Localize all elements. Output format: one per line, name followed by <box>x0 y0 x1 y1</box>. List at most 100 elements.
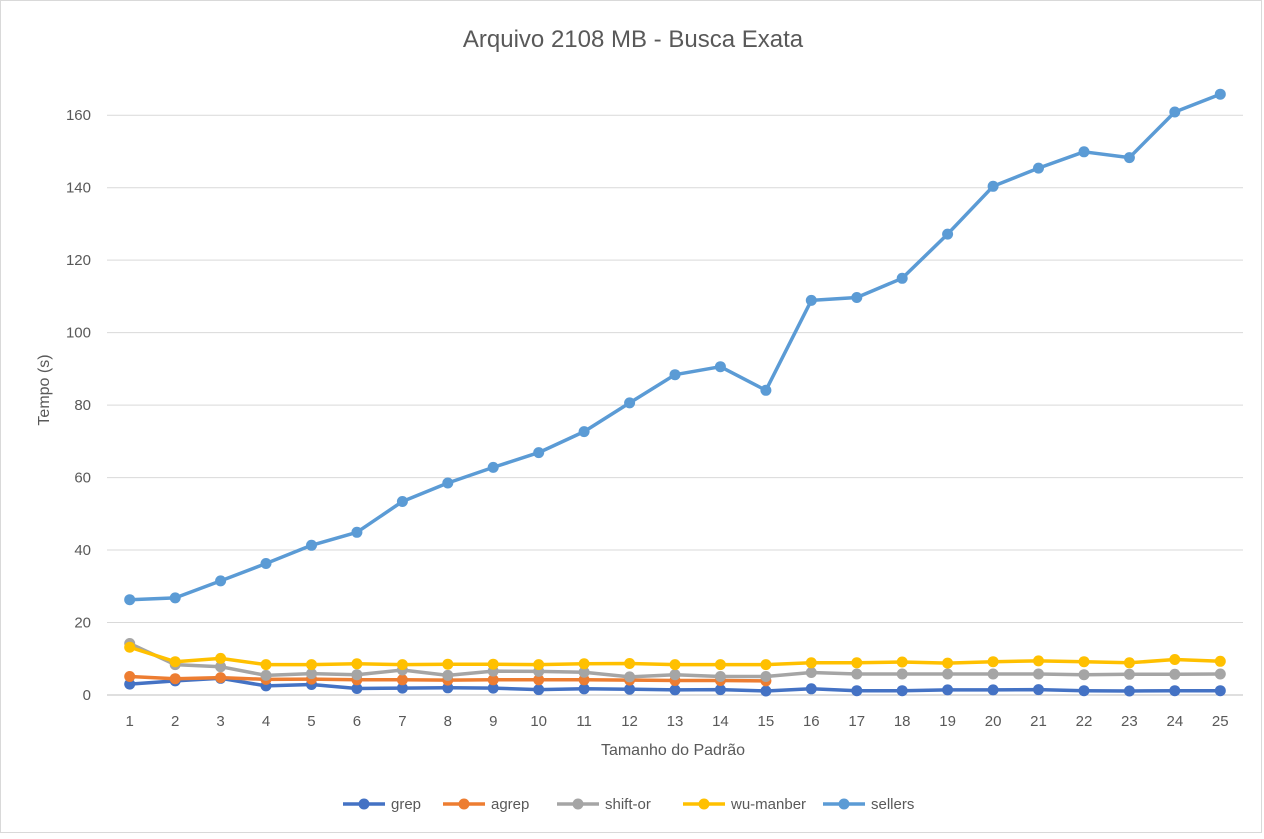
data-point-wu-manber <box>396 659 408 671</box>
data-point-wu-manber <box>624 658 636 669</box>
data-point-agrep <box>169 673 181 685</box>
series-line-sellers <box>127 92 1223 602</box>
legend-label: agrep <box>491 796 529 813</box>
x-tick-label: 20 <box>985 713 1002 730</box>
data-point-wu-manber <box>260 659 272 671</box>
data-point-grep <box>896 685 908 697</box>
data-point-wu-manber <box>987 656 999 668</box>
gridlines <box>107 114 1243 624</box>
data-point-wu-manber <box>1033 655 1044 667</box>
data-point-agrep <box>487 674 499 686</box>
x-tick-label: 1 <box>126 713 134 730</box>
data-point-wu-manber <box>669 659 681 671</box>
data-point-sellers <box>942 228 954 240</box>
data-point-agrep <box>215 672 227 684</box>
series-layer <box>124 88 1226 697</box>
data-point-agrep <box>396 674 408 686</box>
data-point-shift-or <box>351 669 363 681</box>
data-point-grep <box>942 684 954 696</box>
y-axis-ticks: 0 20 40 60 80 100 120 140 160 <box>66 107 91 704</box>
x-tick-label: 16 <box>803 713 820 730</box>
legend-label: grep <box>391 796 421 813</box>
data-point-sellers <box>1214 88 1226 100</box>
x-tick-label: 22 <box>1076 713 1093 730</box>
data-point-grep <box>396 682 408 694</box>
data-point-wu-manber <box>1169 654 1181 665</box>
x-tick-label: 18 <box>894 713 911 730</box>
data-point-shift-or <box>1033 668 1044 680</box>
data-point-shift-or <box>1169 668 1181 680</box>
data-point-shift-or <box>942 668 954 680</box>
y-tick-label: 80 <box>74 397 91 414</box>
data-point-grep <box>1033 684 1044 696</box>
legend-swatch-marker <box>358 798 370 810</box>
data-point-shift-or <box>714 671 726 682</box>
data-point-agrep <box>124 671 136 682</box>
data-point-grep <box>487 682 499 694</box>
y-tick-label: 0 <box>83 687 91 704</box>
series-sellers <box>124 88 1226 606</box>
series-shift-or <box>124 638 1226 683</box>
y-tick-label: 60 <box>74 470 91 487</box>
data-point-sellers <box>215 575 227 587</box>
data-point-wu-manber <box>1214 655 1226 667</box>
x-tick-label: 3 <box>216 713 224 730</box>
x-axis-ticks: 1 2 3 4 5 6 7 8 9 10 11 12 13 14 15 16 17 18 19 20 21 22 23 24 2… <box>126 713 1229 730</box>
data-point-wu-manber <box>851 657 863 669</box>
data-point-sellers <box>1169 106 1181 118</box>
x-tick-label: 23 <box>1121 713 1138 730</box>
x-tick-label: 10 <box>530 713 547 730</box>
data-point-sellers <box>760 384 772 396</box>
y-tick-label: 120 <box>66 252 91 269</box>
x-tick-label: 24 <box>1166 713 1183 730</box>
x-tick-label: 11 <box>576 713 592 730</box>
legend-item-wu-manber: wu-manber <box>683 796 806 813</box>
y-tick-label: 140 <box>66 180 91 197</box>
data-point-wu-manber <box>124 641 136 653</box>
y-tick-label: 40 <box>74 542 91 559</box>
data-point-sellers <box>124 594 136 606</box>
y-axis-title: Tempo (s) <box>36 354 53 425</box>
data-point-grep <box>351 683 363 694</box>
data-point-grep <box>760 685 772 697</box>
data-point-sellers <box>442 477 454 489</box>
legend-item-sellers: sellers <box>823 796 914 813</box>
data-point-grep <box>1123 685 1135 697</box>
data-point-shift-or <box>851 668 863 680</box>
data-point-shift-or <box>215 661 227 673</box>
data-point-shift-or <box>1123 668 1135 680</box>
legend-label: wu-manber <box>730 796 806 813</box>
data-point-wu-manber <box>306 659 317 671</box>
legend-item-agrep: agrep <box>443 796 529 813</box>
data-point-shift-or <box>1214 668 1226 680</box>
y-tick-label: 160 <box>66 107 91 124</box>
y-tick-label: 100 <box>66 325 91 342</box>
data-point-grep <box>1169 685 1181 697</box>
data-point-wu-manber <box>442 658 454 670</box>
y-tick-label: 20 <box>74 615 91 632</box>
x-tick-label: 9 <box>489 713 497 730</box>
data-point-grep <box>1078 685 1090 697</box>
data-point-sellers <box>260 558 272 569</box>
data-point-wu-manber <box>169 656 181 668</box>
data-point-grep <box>714 684 726 696</box>
data-point-shift-or <box>987 668 999 680</box>
data-point-agrep <box>533 674 545 686</box>
data-point-grep <box>533 684 545 696</box>
legend-label: sellers <box>871 796 914 813</box>
data-point-sellers <box>987 180 999 192</box>
data-point-shift-or <box>260 669 272 681</box>
legend-swatch-marker <box>698 798 710 810</box>
data-point-sellers <box>714 361 726 373</box>
data-point-wu-manber <box>487 658 499 670</box>
x-tick-label: 21 <box>1030 713 1047 730</box>
x-tick-label: 25 <box>1212 713 1229 730</box>
data-point-sellers <box>351 526 363 538</box>
data-point-shift-or <box>442 669 454 681</box>
data-point-shift-or <box>669 669 681 681</box>
data-point-sellers <box>669 369 681 381</box>
chart-title: Arquivo 2108 MB - Busca Exata <box>463 26 804 53</box>
data-point-wu-manber <box>760 659 772 671</box>
